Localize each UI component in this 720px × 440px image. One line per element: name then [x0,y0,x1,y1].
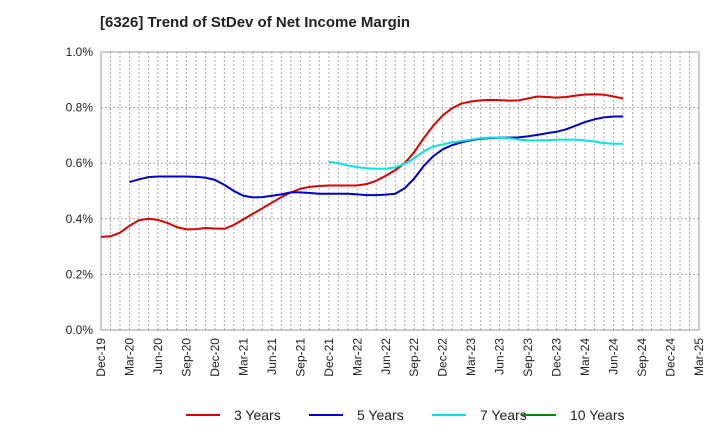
legend-swatch [432,414,466,416]
x-tick-label: Sep-22 [407,338,421,377]
legend-swatch [522,414,556,416]
x-tick-label: Sep-23 [521,338,535,377]
legend-item: 5 Years [309,404,404,426]
x-tick-label: Jun-23 [493,338,507,375]
y-tick-label: 1.0% [66,45,94,59]
series-lines [100,93,624,238]
x-tick-label: Jun-21 [265,338,279,375]
x-tick-label: Mar-25 [692,338,706,376]
legend-label: 3 Years [234,407,281,423]
y-tick-label: 0.0% [66,323,94,337]
x-tick-label: Mar-24 [578,338,592,376]
x-tick-label: Dec-23 [550,338,564,377]
y-axis-tick-labels: 0.0% 0.2% 0.4% 0.6% 0.8% 1.0% [66,45,94,337]
legend-item: 10 Years [522,404,625,426]
x-tick-label: Jun-22 [379,338,393,375]
y-tick-label: 0.2% [66,267,94,281]
plot-area-border [100,51,700,331]
x-tick-label: Mar-21 [236,338,250,376]
x-tick-label: Sep-24 [635,338,649,377]
chart-title: [6326] Trend of StDev of Net Income Marg… [100,14,411,31]
legend-swatch [309,414,343,416]
x-tick-label: Mar-20 [122,338,136,376]
legend-swatch [186,414,220,416]
y-tick-label: 0.8% [66,101,94,115]
y-tick-label: 0.4% [66,212,94,226]
y-tick-label: 0.6% [66,156,94,170]
series-line-5-years [129,115,624,199]
series-line-3-years [100,93,624,238]
legend-label: 7 Years [480,407,527,423]
legend: 3 Years 5 Years 7 Years 10 Years [0,404,720,426]
x-axis-tick-labels: Dec-19 Mar-20 Jun-20 Sep-20 Dec-20 Mar-21 Jun-… [94,338,706,377]
x-tick-label: Dec-24 [664,338,678,377]
x-tick-label: Jun-24 [607,338,621,375]
legend-item: 3 Years [186,404,281,426]
x-tick-label: Dec-20 [208,338,222,377]
x-tick-label: Sep-20 [179,338,193,377]
x-tick-label: Mar-22 [350,338,364,376]
x-tick-label: Dec-21 [322,338,336,377]
x-tick-label: Sep-21 [293,338,307,377]
x-tick-label: Mar-23 [464,338,478,376]
legend-item: 7 Years [432,404,527,426]
x-tick-label: Dec-19 [94,338,108,377]
x-tick-label: Dec-22 [436,338,450,377]
legend-label: 5 Years [357,407,404,423]
x-tick-label: Jun-20 [151,338,165,375]
legend-label: 10 Years [570,407,625,423]
series-line-7-years [328,136,624,170]
